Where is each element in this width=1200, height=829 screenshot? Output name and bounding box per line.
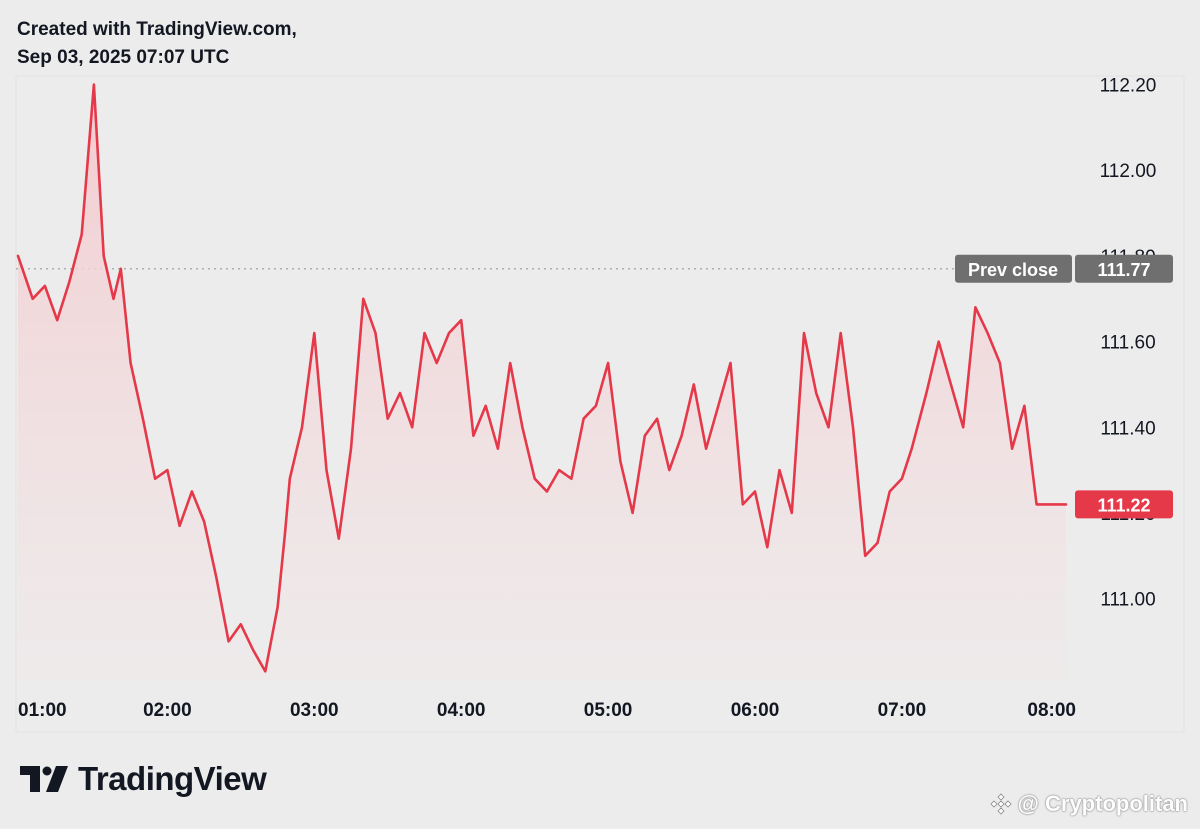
x-tick-label: 06:00 [731,700,780,721]
prev-close-badge: Prev close 111.77 [955,254,1173,283]
x-tick-label: 04:00 [437,700,486,721]
y-tick-label: 111.60 [1100,333,1155,354]
last-price-value: 111.22 [1097,495,1150,515]
y-axis: 112.20112.00111.80111.60111.40111.20111.… [1100,76,1157,611]
x-axis: 01:00 02:00 03:00 04:00 05:00 06:00 07:00 08:00 [18,700,1076,721]
chart-header: Created with TradingView.com, Sep 03, 20… [17,16,297,72]
y-tick-label: 111.00 [1100,590,1155,611]
x-tick-label: 05:00 [584,700,633,721]
prev-close-label: Prev close [968,260,1058,280]
x-tick-label: 08:00 [1027,700,1076,721]
prev-close-value: 111.77 [1097,260,1150,280]
y-tick-label: 112.20 [1100,76,1157,97]
created-with-label: Created with TradingView.com, [17,19,297,40]
tradingview-wordmark: TradingView [78,760,267,797]
chart-frame [15,75,1185,733]
y-tick-label: 111.40 [1100,418,1155,439]
last-price-badge: 111.22 [1075,490,1173,519]
timestamp-label: Sep 03, 2025 07:07 UTC [17,47,230,68]
tradingview-brand: TradingView [20,760,267,798]
binance-diamond-icon [990,793,1013,815]
cryptopolitan-watermark: @ Cryptopolitan [989,791,1188,817]
tradingview-logo-icon [20,766,68,792]
x-tick-label: 01:00 [18,700,67,721]
price-area [18,84,1066,681]
y-tick-label: 112.00 [1100,161,1157,182]
x-tick-label: 02:00 [143,700,192,721]
watermark-text: @ Cryptopolitan [1017,791,1188,816]
x-tick-label: 07:00 [878,700,927,721]
x-tick-label: 03:00 [290,700,339,721]
price-line [16,83,1068,673]
